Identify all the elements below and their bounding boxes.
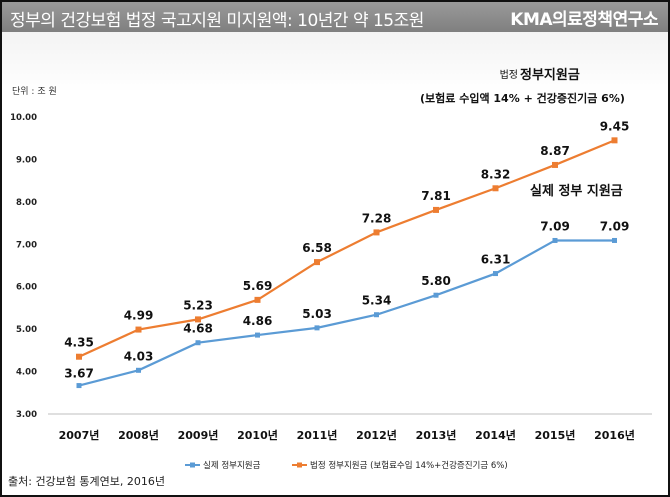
legend-actual-marker [190, 462, 195, 468]
chart-panel [2, 32, 668, 470]
legend-legal-marker [297, 462, 302, 468]
source-note: 출처: 건강보험 통계연보, 2016년 [8, 475, 166, 488]
data-label-0: 7.09 [600, 219, 630, 233]
data-point-1 [433, 206, 439, 213]
data-point-1 [611, 137, 618, 144]
actual-annotation: 실제 정부 지원금 [530, 183, 623, 199]
y-tick-label: 7.00 [16, 240, 37, 250]
y-tick-label: 10.00 [10, 113, 37, 123]
unit-label: 단위 : 조 원 [12, 87, 57, 97]
data-label-1: 6.58 [302, 241, 332, 255]
data-point-0 [255, 332, 260, 338]
x-tick-label: 2010년 [237, 428, 278, 442]
data-label-0: 7.09 [540, 219, 570, 233]
x-tick-label: 2008년 [118, 428, 159, 442]
series-lines [78, 139, 615, 387]
x-tick-label: 2012년 [356, 428, 397, 442]
data-point-1 [373, 229, 380, 236]
data-label-1: 8.32 [481, 167, 511, 181]
legend-actual-label: 실제 정부지원금 [203, 460, 261, 471]
data-label-1: 4.35 [64, 336, 94, 350]
legend: 실제 정부지원금 법정 정부지원금 (보험료수입 14%+건강증진기금 6%) [185, 460, 508, 471]
data-point-0 [195, 340, 201, 346]
data-label-1: 7.28 [362, 211, 392, 225]
title-bar: 정부의 건강보험 법정 국고지원 미지원액: 10년간 약 15조원 KMA의료… [2, 2, 668, 32]
data-label-1: 5.23 [183, 298, 213, 312]
x-tick-label: 2009년 [178, 428, 219, 442]
y-tick-labels: 3.00 4.00 5.00 6.00 7.00 8.00 9.00 10.00 [10, 113, 37, 420]
data-point-0 [136, 367, 141, 373]
x-tick-label: 2014년 [475, 428, 516, 442]
y-tick-label: 3.00 [16, 410, 37, 420]
data-label-1: 4.99 [124, 309, 154, 323]
y-tick-label: 8.00 [16, 198, 37, 208]
legend-legal-label: 법정 정부지원금 (보험료수입 14%+건강증진기금 6%) [310, 460, 508, 471]
x-tick-label: 2011년 [297, 428, 338, 442]
data-label-1: 9.45 [600, 119, 630, 133]
data-label-0: 6.31 [481, 253, 511, 267]
data-label-0: 5.80 [421, 274, 451, 288]
y-tick-label: 5.00 [16, 325, 37, 335]
chart-title: 정부의 건강보험 법정 국고지원 미지원액: 10년간 약 15조원 [10, 11, 424, 31]
legal-annotation-main: 정부지원금 [520, 67, 580, 83]
data-label-0: 5.03 [302, 307, 332, 321]
data-label-0: 4.68 [183, 322, 213, 336]
data-point-0 [493, 271, 498, 277]
data-label-0: 4.03 [124, 349, 154, 363]
data-point-1 [135, 326, 142, 333]
data-point-1 [195, 316, 201, 323]
data-label-0: 4.86 [243, 314, 273, 328]
y-tick-label: 9.00 [16, 155, 37, 165]
data-point-0 [552, 237, 558, 243]
legal-annotation-prefix: 법정 [500, 69, 518, 81]
data-label-1: 8.87 [540, 144, 570, 158]
x-tick-label: 2007년 [59, 428, 100, 442]
x-tick-label: 2013년 [416, 428, 457, 442]
data-labels: 3.67 4.03 4.68 4.86 5.03 5.34 5.80 6.31 7.09 7.09… [64, 119, 629, 380]
y-tick-label: 4.00 [16, 368, 37, 378]
data-point-0 [374, 312, 379, 318]
data-point-0 [76, 383, 82, 389]
x-tick-labels: 2007년 2008년 2009년 2010년 2011년 2012년 2013년 2014년… [59, 428, 635, 442]
brand-logo: KMA의료정책연구소 [510, 10, 658, 30]
data-point-0 [433, 292, 439, 298]
data-label-0: 5.34 [362, 294, 392, 308]
data-point-1 [76, 353, 82, 360]
data-point-0 [314, 325, 320, 331]
series-markers [76, 137, 618, 389]
data-label-1: 7.81 [421, 189, 451, 203]
data-point-1 [314, 259, 320, 266]
x-tick-label: 2015년 [535, 428, 576, 442]
data-label-1: 5.69 [243, 279, 273, 293]
data-point-0 [612, 237, 617, 243]
series-line-0 [78, 239, 615, 387]
data-point-1 [254, 296, 261, 303]
data-label-0: 3.67 [64, 367, 94, 381]
y-tick-label: 6.00 [16, 283, 37, 293]
data-point-1 [492, 185, 499, 192]
legal-annotation-detail: (보험료 수입액 14% + 건강증진기금 6%) [420, 91, 625, 105]
series-line-1 [78, 139, 615, 358]
data-point-1 [552, 161, 558, 168]
x-tick-label: 2016년 [594, 428, 635, 442]
